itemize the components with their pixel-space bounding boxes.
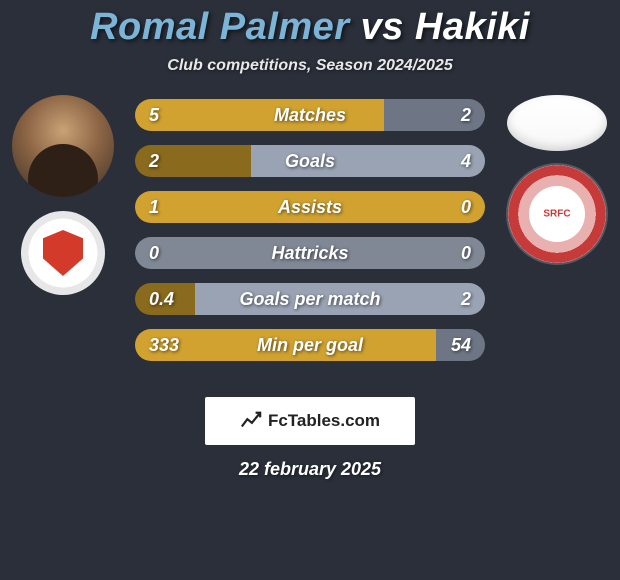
- stat-segment-right: [195, 283, 486, 315]
- stat-row: Goals24: [135, 145, 485, 177]
- stat-bars: Matches52 Goals24 Assists10 Hattricks00 Goal…: [135, 99, 485, 361]
- comparison-panel: Matches52 Goals24 Assists10 Hattricks00 Goal…: [0, 99, 620, 379]
- player1-avatar: [12, 95, 114, 197]
- brand-text: FcTables.com: [268, 411, 380, 431]
- player2-avatar: [507, 95, 607, 151]
- stat-segment-right: [310, 237, 485, 269]
- stat-bar-track: [135, 329, 485, 361]
- player2-club-badge: [508, 165, 606, 263]
- stat-row: Goals per match0.42: [135, 283, 485, 315]
- stat-bar-track: [135, 145, 485, 177]
- brand-badge: FcTables.com: [205, 397, 415, 445]
- stat-segment-left: [135, 145, 251, 177]
- stat-segment-left: [135, 283, 195, 315]
- stat-segment-right: [384, 99, 486, 131]
- title-player1: Romal Palmer: [90, 6, 361, 48]
- stat-row: Hattricks00: [135, 237, 485, 269]
- stat-bar-track: [135, 99, 485, 131]
- stat-segment-right: [436, 329, 485, 361]
- title-player2: Hakiki: [415, 6, 530, 48]
- stat-segment-left: [135, 237, 310, 269]
- player1-column: [8, 95, 118, 295]
- stat-bar-track: [135, 283, 485, 315]
- page-title: Romal Palmer vs Hakiki: [0, 0, 620, 49]
- stat-row: Assists10: [135, 191, 485, 223]
- footer-date: 22 february 2025: [0, 459, 620, 480]
- stat-row: Min per goal33354: [135, 329, 485, 361]
- subtitle: Club competitions, Season 2024/2025: [0, 57, 620, 75]
- stat-bar-track: [135, 237, 485, 269]
- title-vs: vs: [361, 6, 415, 48]
- stat-segment-right: [251, 145, 486, 177]
- chart-icon: [240, 410, 262, 432]
- stat-segment-left: [135, 329, 436, 361]
- player2-column: [502, 95, 612, 263]
- stat-segment-left: [135, 99, 384, 131]
- stat-bar-track: [135, 191, 485, 223]
- stat-segment-left: [135, 191, 485, 223]
- player1-club-badge: [21, 211, 105, 295]
- stat-row: Matches52: [135, 99, 485, 131]
